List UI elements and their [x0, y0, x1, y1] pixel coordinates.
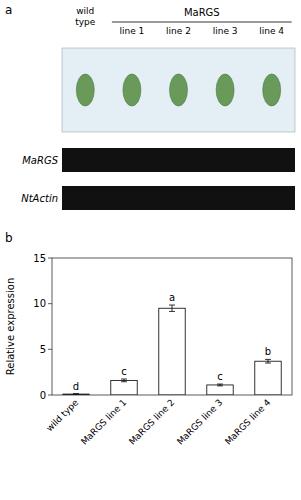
- lane-header: wildtype: [75, 6, 96, 27]
- significance-letter: d: [73, 381, 79, 392]
- lane-label: line 2: [166, 26, 191, 36]
- y-tick: [48, 258, 52, 259]
- y-tick: [48, 303, 52, 304]
- error-line: [124, 379, 125, 382]
- error-cap: [169, 311, 175, 312]
- error-cap: [73, 393, 79, 394]
- bar: [207, 385, 233, 395]
- lane-label: line 1: [119, 26, 144, 36]
- error-bar: [121, 379, 127, 382]
- lane-header-line: wild: [76, 6, 94, 16]
- group-header: MaRGS: [184, 7, 220, 18]
- leaf: [263, 74, 281, 106]
- error-line: [268, 359, 269, 363]
- lane-label: line 4: [259, 26, 284, 36]
- y-axis-label: Relative expression: [5, 278, 16, 375]
- gel-label: MaRGS: [22, 155, 58, 166]
- error-cap: [169, 305, 175, 306]
- leaf: [123, 74, 141, 106]
- leaf: [170, 74, 188, 106]
- error-cap: [121, 379, 127, 380]
- x-tick-label: MaRGS line 1: [79, 397, 128, 446]
- x-tick-label: MaRGS line 2: [127, 397, 176, 446]
- error-cap: [217, 384, 223, 385]
- error-bar: [169, 305, 175, 311]
- significance-letter: a: [169, 292, 175, 303]
- error-bar: [217, 384, 223, 386]
- plot-frame: [52, 258, 292, 395]
- y-tick-label: 15: [33, 253, 46, 264]
- y-tick-label: 10: [33, 298, 46, 309]
- leaf: [216, 74, 234, 106]
- error-cap: [265, 359, 271, 360]
- error-bar: [265, 359, 271, 363]
- lane-header-line: type: [75, 17, 96, 27]
- y-tick-label: 0: [40, 390, 46, 401]
- panel-a: a wildtype MaRGS line 1 line 2 line 3 line 4 Ma…: [5, 3, 295, 210]
- y-tick-label: 5: [40, 344, 46, 355]
- significance-letter: c: [217, 371, 223, 382]
- error-cap: [265, 363, 271, 364]
- significance-letter: c: [121, 366, 127, 377]
- leaf: [76, 74, 94, 106]
- x-tick-label: MaRGS line 3: [175, 397, 224, 446]
- panel-label: a: [5, 3, 12, 17]
- significance-letter: b: [265, 346, 271, 357]
- x-tick-label: MaRGS line 4: [223, 397, 273, 447]
- lane-label: line 3: [213, 26, 238, 36]
- bar: [159, 308, 185, 395]
- figure: a wildtype MaRGS line 1 line 2 line 3 line 4 Ma…: [0, 0, 301, 500]
- bar: [255, 361, 281, 395]
- gel-row: [62, 148, 295, 172]
- error-line: [172, 305, 173, 311]
- bars: [63, 305, 281, 395]
- bar: [111, 380, 137, 395]
- gel-label: NtActin: [21, 193, 58, 204]
- gel-row: [62, 186, 295, 210]
- error-cap: [121, 381, 127, 382]
- y-tick: [48, 395, 52, 396]
- leaf-area: [62, 48, 295, 132]
- group-line: [112, 22, 292, 23]
- x-tick-label: wild type: [44, 397, 80, 433]
- y-tick: [48, 349, 52, 350]
- error-cap: [217, 385, 223, 386]
- panel-label: b: [5, 231, 13, 245]
